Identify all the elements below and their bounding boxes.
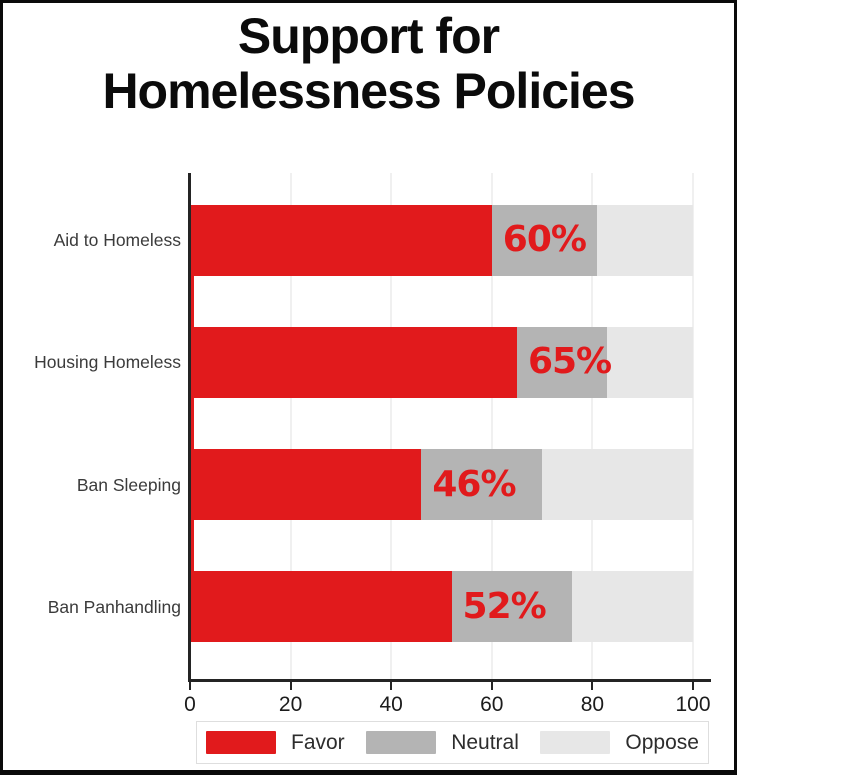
legend-item-neutral: Neutral xyxy=(366,731,519,755)
x-tick-0 xyxy=(189,682,191,690)
gridline-100 xyxy=(692,173,694,679)
plot-area: 60% Aid to Homeless 65% Housing Homeless 46%… xyxy=(3,3,740,778)
category-label: Housing Homeless xyxy=(34,352,181,373)
chart-frame: Support for Homelessness Policies 60% Aid… xyxy=(0,0,737,775)
category-label: Ban Panhandling xyxy=(47,596,181,617)
x-axis-line xyxy=(188,679,711,682)
chart-title: Support for Homelessness Policies xyxy=(3,9,734,119)
bar-value-label: 65% xyxy=(527,341,612,383)
x-tick-20 xyxy=(289,682,292,690)
legend-label-neutral: Neutral xyxy=(451,730,519,754)
bar-segment-favor xyxy=(190,326,517,398)
legend-swatch-favor xyxy=(206,731,276,754)
bar-segment-favor xyxy=(190,571,452,643)
legend-item-favor: Favor xyxy=(206,731,345,755)
bar-row: 52% xyxy=(190,571,693,643)
bar-segment-neutral xyxy=(421,449,543,521)
x-tick-label-80: 80 xyxy=(580,693,605,716)
gridline-20 xyxy=(289,173,292,679)
bar-row: 65% xyxy=(190,326,693,398)
bar-segment-oppose xyxy=(607,326,693,398)
legend-swatch-neutral xyxy=(366,731,437,754)
bar-segment-favor xyxy=(190,204,492,276)
x-tick-label-60: 60 xyxy=(480,693,504,716)
category-label: Ban Sleeping xyxy=(76,474,181,495)
bar-segment-neutral xyxy=(491,204,598,276)
legend-item-oppose: Oppose xyxy=(540,731,699,755)
legend-label-favor: Favor xyxy=(291,730,345,754)
bar-segment-oppose xyxy=(597,204,693,276)
x-tick-label-0: 0 xyxy=(184,693,196,716)
chart-title-line1: Support for xyxy=(237,8,500,64)
legend-label-oppose: Oppose xyxy=(625,730,699,754)
x-tick-40 xyxy=(390,682,393,690)
x-tick-label-100: 100 xyxy=(675,693,711,716)
category-label: Aid to Homeless xyxy=(53,230,181,250)
bar-value-label: 52% xyxy=(462,585,547,627)
x-tick-100 xyxy=(692,682,694,690)
x-tick-80 xyxy=(591,682,594,690)
bar-row: 46% xyxy=(190,449,693,521)
bar-value-label: 60% xyxy=(502,219,587,260)
legend-swatch-oppose xyxy=(540,731,611,754)
x-tick-60 xyxy=(490,682,493,690)
x-tick-label-20: 20 xyxy=(278,693,303,716)
bar-segment-neutral xyxy=(516,326,608,398)
bar-segment-neutral xyxy=(451,571,573,643)
baseline-accent-red xyxy=(191,204,194,643)
legend: Favor Neutral Oppose xyxy=(196,721,709,764)
bar-value-label: 46% xyxy=(432,463,516,505)
bar-segment-oppose xyxy=(542,449,693,521)
x-tick-label-40: 40 xyxy=(379,693,403,716)
gridline-40 xyxy=(390,173,393,679)
gridline-60 xyxy=(490,173,493,679)
y-axis-line xyxy=(188,173,191,679)
gridline-80 xyxy=(591,173,594,679)
chart-title-line2: Homelessness Policies xyxy=(102,63,635,119)
bar-row: 60% xyxy=(190,204,693,276)
bar-segment-oppose xyxy=(572,571,693,643)
bar-segment-favor xyxy=(190,449,422,521)
